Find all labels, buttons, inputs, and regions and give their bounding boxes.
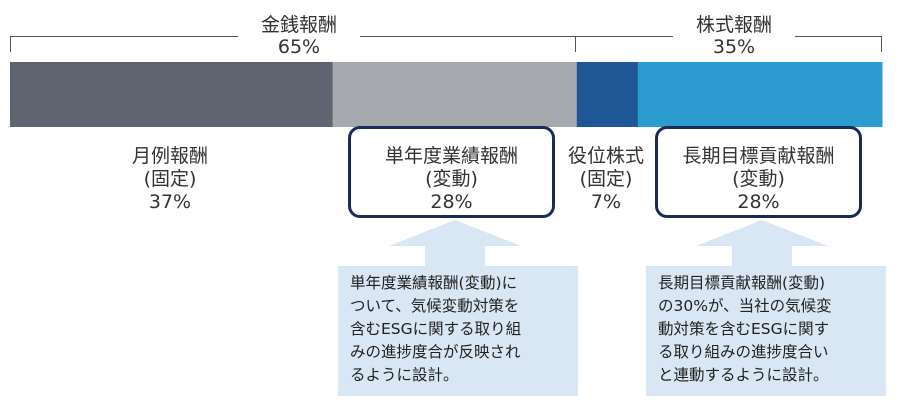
group-label-cash: 金銭報酬 65% <box>238 14 360 58</box>
segment-name: 単年度業績報酬 <box>384 145 518 167</box>
group-percent-stock: 35% <box>712 36 756 58</box>
note-long-term-contribution: 長期目標貢献報酬(変動) の30%が、当社の気候変 動対策を含むESGに関す る… <box>646 266 886 396</box>
group-percent-cash: 65% <box>277 36 321 58</box>
segment-percent: 37% <box>148 191 192 213</box>
note-line: 単年度業績報酬(変動)に <box>350 274 518 292</box>
bracket-tick-cash-right <box>575 36 576 52</box>
callout-long-term-contribution <box>655 126 862 218</box>
bracket-tick-cash-left <box>10 36 11 52</box>
stacked-bar-chart <box>10 62 883 127</box>
note-annual-performance: 単年度業績報酬(変動)に ついて、気候変動対策を 含むESGに関する取り組 みの… <box>338 266 578 396</box>
segment-name: 長期目標貢献報酬 <box>682 145 835 167</box>
segment-label-long-term: 長期目標貢献報酬 (変動) 28% <box>658 145 859 214</box>
segment-percent: 7% <box>590 191 622 213</box>
bar-segment-position-stock <box>576 62 639 127</box>
note-line: みの進捗度合が反映され <box>350 343 521 361</box>
bar-segment-long-term <box>637 62 883 127</box>
up-arrow-icon <box>696 220 828 268</box>
group-name-stock: 株式報酬 <box>695 14 772 36</box>
segment-name: 月例報酬 <box>131 145 208 167</box>
bar-segment-annual <box>332 62 578 127</box>
segment-label-annual: 単年度業績報酬 (変動) 28% <box>351 145 552 214</box>
segment-label-position-stock: 役位株式 (固定) 7% <box>558 145 654 214</box>
note-line: 長期目標貢献報酬(変動) <box>658 274 826 292</box>
note-line: の30%が、当社の気候変 <box>658 297 832 315</box>
note-line: る取り組みの進捗度合い <box>658 343 829 361</box>
bracket-tick-stock-right <box>881 36 882 52</box>
note-line: ついて、気候変動対策を <box>350 297 520 315</box>
note-line: るように設計。 <box>350 366 459 384</box>
group-name-cash: 金銭報酬 <box>260 14 337 36</box>
callout-annual-performance <box>348 126 555 218</box>
note-line: 含むESGに関する取り組 <box>350 320 522 338</box>
segment-label-monthly: 月例報酬 (固定) 37% <box>75 145 265 214</box>
segment-sub: (固定) <box>143 168 197 190</box>
segment-sub: (変動) <box>732 168 785 190</box>
note-line: と連動するように設計。 <box>658 366 829 384</box>
note-line: 動対策を含むESGに関す <box>658 320 830 338</box>
segment-percent: 28% <box>737 191 780 213</box>
bar-segment-monthly <box>10 62 334 127</box>
segment-name: 役位株式 <box>567 145 644 167</box>
segment-percent: 28% <box>430 191 473 213</box>
segment-sub: (変動) <box>425 168 478 190</box>
group-label-stock: 株式報酬 35% <box>673 14 795 58</box>
segment-sub: (固定) <box>579 168 633 190</box>
up-arrow-icon <box>389 220 521 268</box>
